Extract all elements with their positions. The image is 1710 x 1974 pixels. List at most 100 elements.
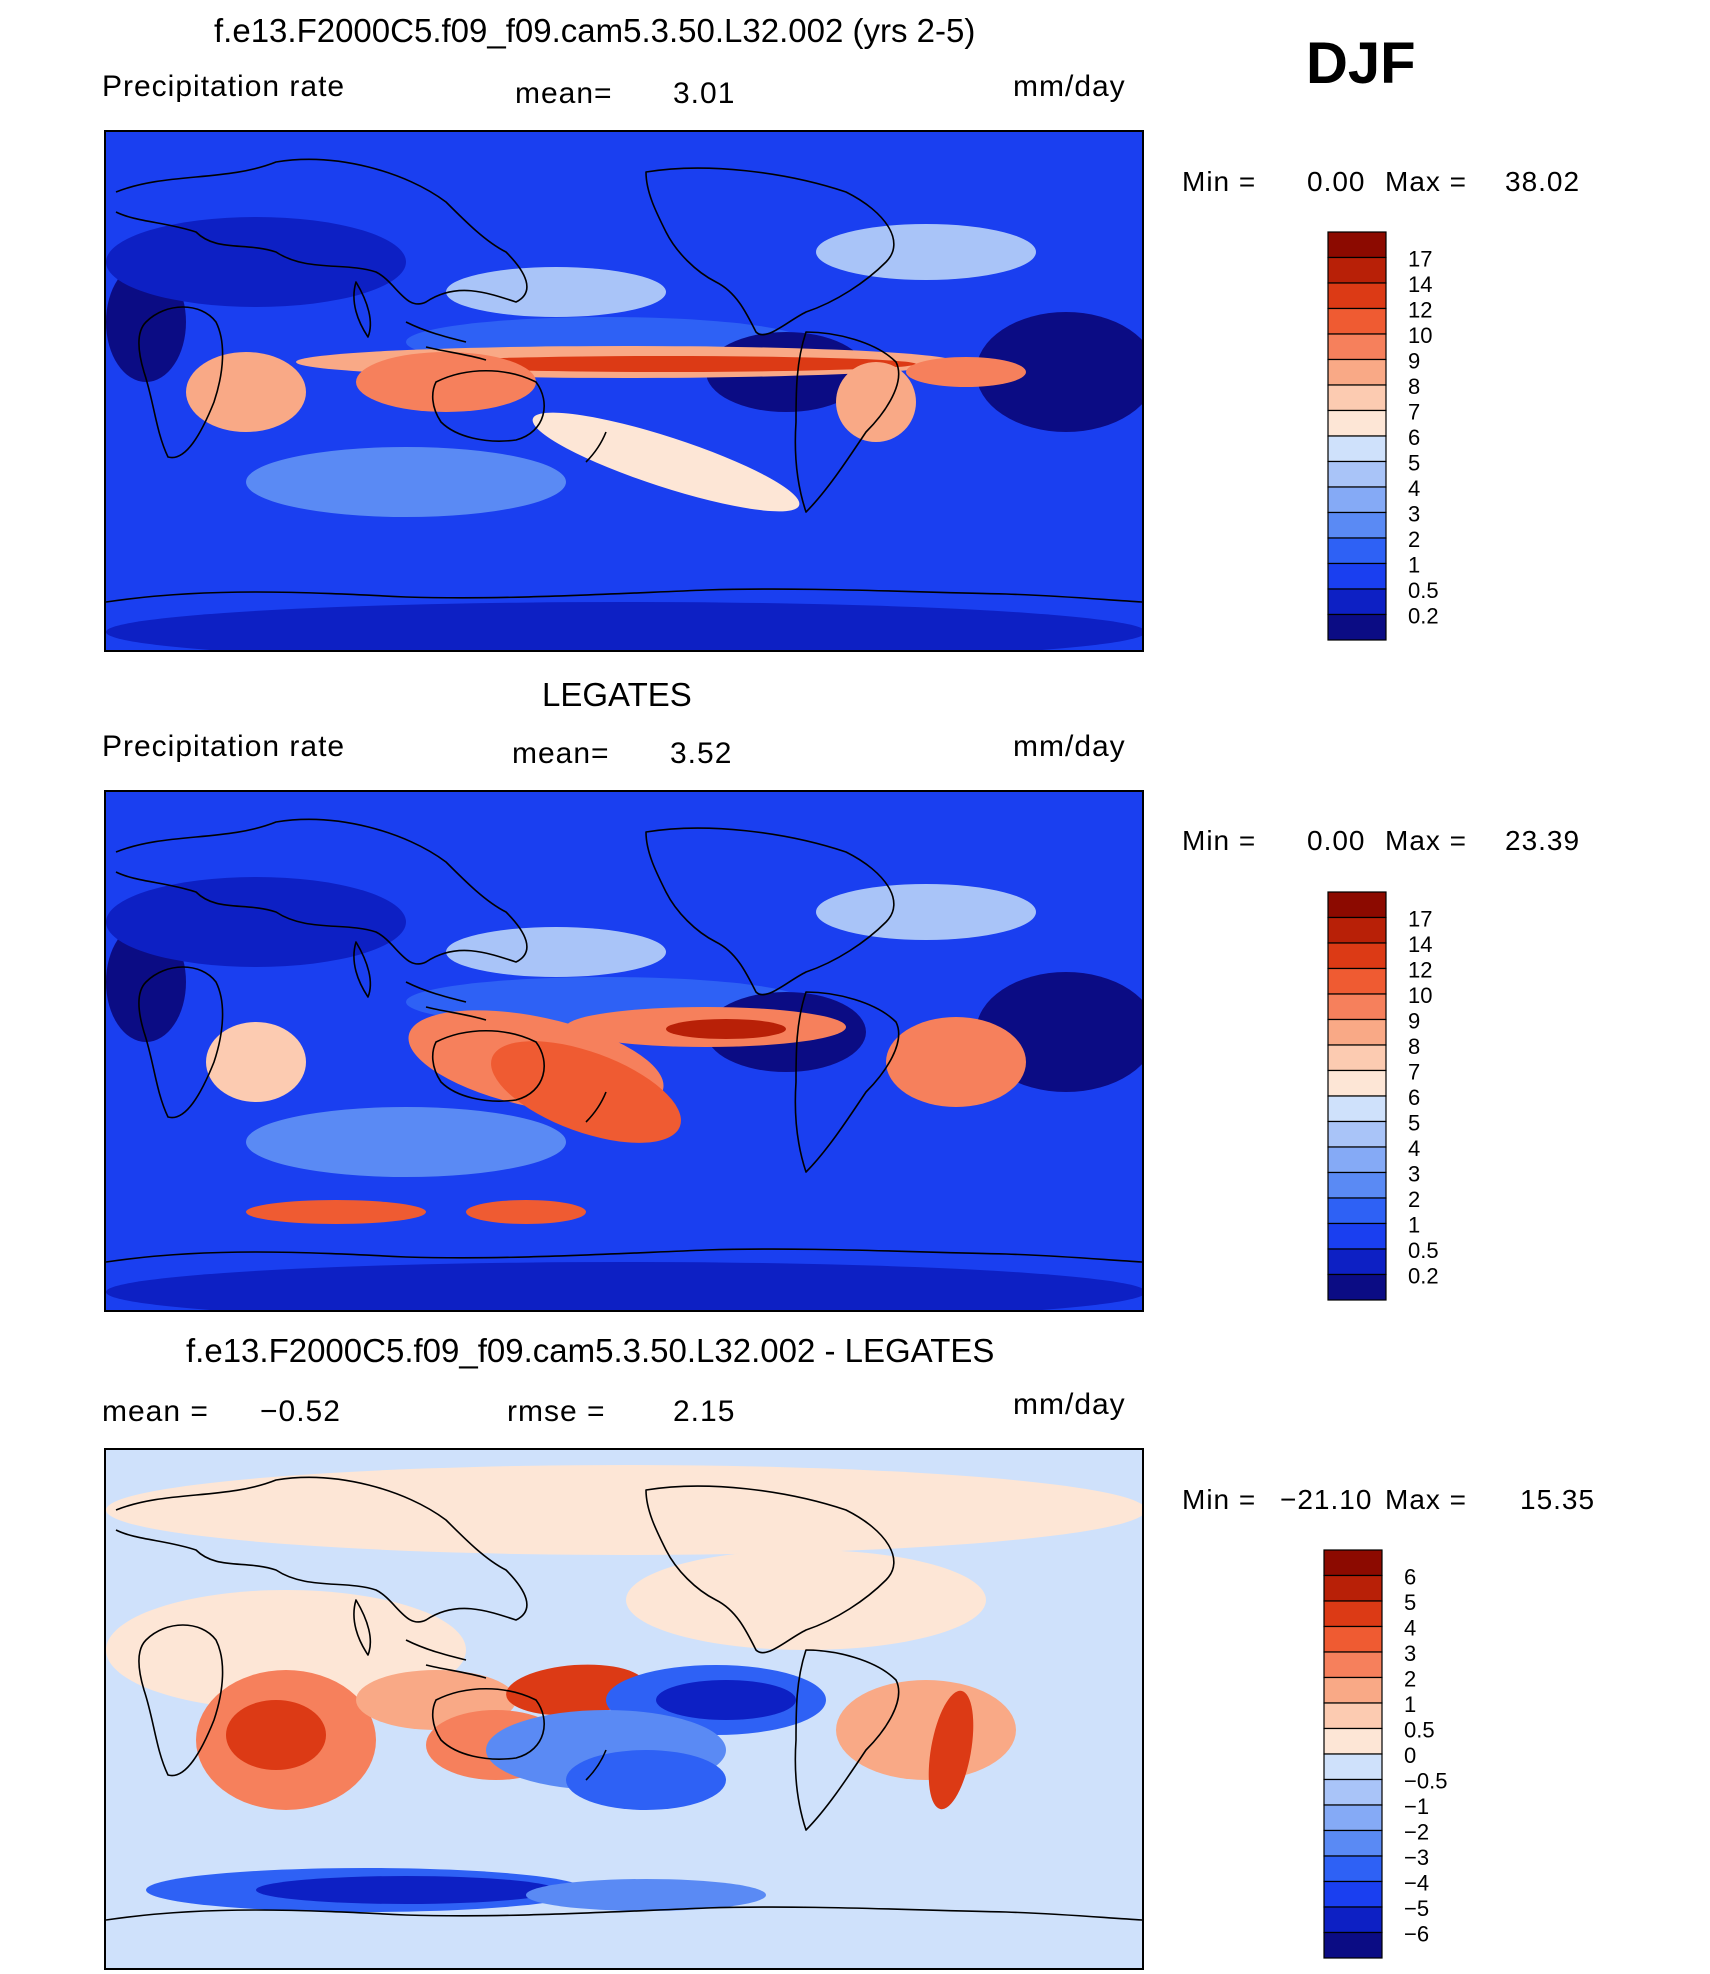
colorbar-tick-label: 5 <box>1408 451 1420 476</box>
colorbar-tick-label: 4 <box>1408 1136 1420 1161</box>
colorbar-tick-label: −6 <box>1404 1922 1429 1947</box>
colorbar-box <box>1327 967 1387 995</box>
precip-contour <box>906 357 1026 387</box>
colorbar-tick-label: 7 <box>1408 400 1420 425</box>
coastline <box>645 1485 895 1654</box>
precip-contour <box>186 352 306 432</box>
coastline <box>794 331 900 513</box>
colorbar-box <box>1327 358 1387 386</box>
colorbar-tick-label: 6 <box>1404 1565 1416 1590</box>
colorbar-tick-label: 1 <box>1404 1692 1416 1717</box>
colorbar-tick-label: 17 <box>1408 907 1432 932</box>
colorbar-tick-label: 9 <box>1408 1009 1420 1034</box>
coastline <box>138 306 224 459</box>
colorbar-box <box>1323 1829 1383 1857</box>
panel2-max-value: 23.39 <box>1505 825 1581 856</box>
panel2-min-label: Min = <box>1182 825 1257 856</box>
colorbar-box <box>1327 409 1387 437</box>
coastline <box>585 1091 607 1123</box>
coastline <box>794 991 900 1173</box>
panel3-max-label: Max = <box>1385 1484 1468 1515</box>
colorbar-box <box>1327 307 1387 335</box>
colorbar-box <box>1327 537 1387 565</box>
coastline <box>106 1906 1142 1921</box>
colorbar-box <box>1327 942 1387 970</box>
colorbar-tick-label: 8 <box>1408 374 1420 399</box>
colorbar-box <box>1327 1069 1387 1097</box>
panel2-min-value: 0.00 <box>1307 825 1366 856</box>
panel3-min-label: Min = <box>1182 1484 1257 1515</box>
colorbar-box <box>1323 1931 1383 1959</box>
coastline <box>115 158 528 305</box>
colorbar-box <box>1327 613 1387 641</box>
coastline <box>585 1749 607 1781</box>
colorbar-tick-label: 12 <box>1408 298 1432 323</box>
panel3-colorbar: 6 5 4 3 2 1 0.5 0 −0.5 −1 −2 −3 −4 −5 −6 <box>1323 1548 1474 1959</box>
panel2-units: mm/day <box>1013 730 1126 763</box>
coastline <box>106 588 1142 603</box>
panel3-mean-label: mean = <box>102 1395 209 1428</box>
precip-contour <box>106 1590 466 1710</box>
precip-contour <box>206 1022 306 1102</box>
colorbar-box <box>1327 511 1387 539</box>
precip-contour <box>928 1690 974 1810</box>
colorbar-box <box>1323 1600 1383 1628</box>
colorbar-tick-label: 5 <box>1408 1111 1420 1136</box>
coastline <box>115 818 528 965</box>
colorbar-tick-label: 3 <box>1404 1641 1416 1666</box>
colorbar-box <box>1323 1727 1383 1755</box>
colorbar-box <box>1323 1753 1383 1781</box>
colorbar-box <box>1323 1804 1383 1832</box>
colorbar-box <box>1323 1702 1383 1730</box>
precip-contour <box>466 1200 586 1224</box>
coastline <box>585 431 607 463</box>
colorbar-tick-label: −1 <box>1404 1794 1429 1819</box>
panel3-units: mm/day <box>1013 1388 1126 1421</box>
panel3-title: f.e13.F2000C5.f09_f09.cam5.3.50.L32.002 … <box>186 1332 995 1369</box>
colorbar-box <box>1323 1880 1383 1908</box>
colorbar-box <box>1323 1906 1383 1934</box>
colorbar-tick-label: −3 <box>1404 1845 1429 1870</box>
precip-contour <box>106 877 406 967</box>
colorbar-box <box>1327 1171 1387 1199</box>
colorbar-box <box>1323 1676 1383 1704</box>
panel1-max-label: Max = <box>1385 166 1468 197</box>
precip-contour <box>886 1017 1026 1107</box>
precip-contour <box>416 356 916 372</box>
panel3-mean-value: −0.52 <box>260 1395 341 1428</box>
precip-contour <box>836 1680 1016 1780</box>
precip-contour <box>106 602 1142 650</box>
colorbar-tick-label: 0.5 <box>1404 1718 1435 1743</box>
panel3-min-value: −21.10 <box>1280 1484 1373 1515</box>
panel2-variable-label: Precipitation rate <box>102 730 346 763</box>
colorbar-box <box>1327 1018 1387 1046</box>
panel2-title: LEGATES <box>542 676 692 713</box>
panel1-map <box>104 130 1144 652</box>
colorbar-tick-label: 0 <box>1404 1743 1416 1768</box>
colorbar-tick-label: 5 <box>1404 1590 1416 1615</box>
panel2-max-label: Max = <box>1385 825 1468 856</box>
precip-contour <box>526 1879 766 1911</box>
colorbar-tick-label: 17 <box>1408 247 1432 272</box>
panel1-min-label: Min = <box>1182 166 1257 197</box>
coastline <box>431 370 545 442</box>
colorbar-tick-label: 4 <box>1408 476 1420 501</box>
coastline <box>138 966 224 1119</box>
precip-contour <box>446 267 666 317</box>
colorbar-tick-label: 0.5 <box>1408 1238 1439 1263</box>
coastline <box>405 321 487 361</box>
coastline <box>405 1639 487 1679</box>
colorbar-box <box>1327 916 1387 944</box>
coastline <box>115 1476 528 1623</box>
precip-contour <box>246 447 566 517</box>
colorbar-tick-label: 14 <box>1408 932 1432 957</box>
coastline <box>106 1248 1142 1263</box>
precip-contour <box>106 1465 1142 1555</box>
colorbar-tick-label: 9 <box>1408 349 1420 374</box>
colorbar-tick-label: −5 <box>1404 1896 1429 1921</box>
colorbar-box <box>1327 993 1387 1021</box>
colorbar-box <box>1327 1120 1387 1148</box>
colorbar-tick-label: 8 <box>1408 1034 1420 1059</box>
colorbar-box <box>1327 333 1387 361</box>
colorbar-box <box>1327 256 1387 284</box>
